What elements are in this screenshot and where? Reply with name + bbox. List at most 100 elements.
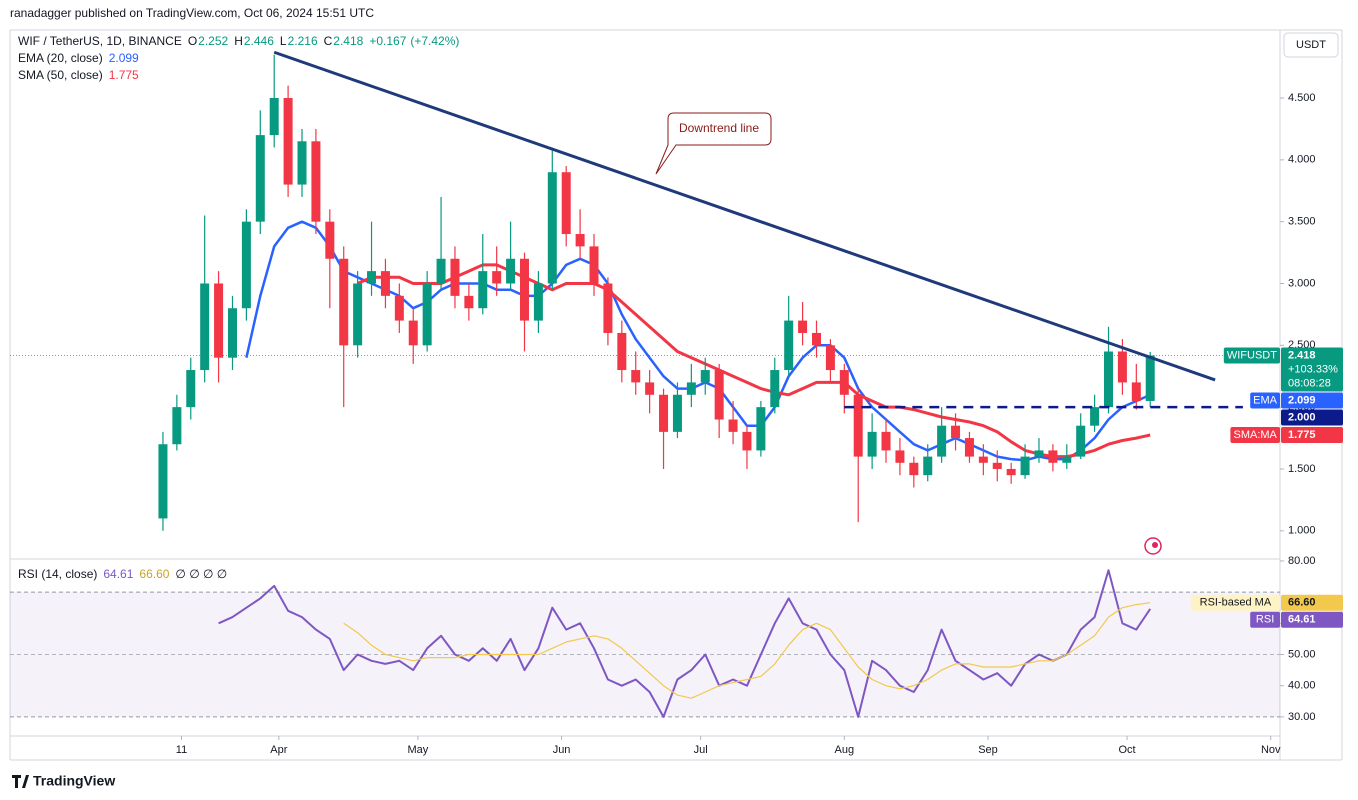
- candle-body: [1117, 351, 1127, 383]
- candle-body: [742, 431, 752, 451]
- candle-body: [714, 370, 724, 420]
- candle-body: [756, 407, 766, 451]
- candle-body: [339, 258, 349, 346]
- x-tick-label: May: [407, 744, 428, 756]
- candle-body: [533, 283, 543, 321]
- news-icon[interactable]: [1144, 537, 1162, 555]
- candle-body: [951, 425, 961, 439]
- legend: RSI (14, close) 64.61 66.60 ∅ ∅ ∅ ∅: [18, 567, 227, 581]
- legend-item: H: [234, 34, 243, 48]
- price-tag-text: 08:08:28: [1288, 377, 1331, 389]
- legend-item: +0.167: [369, 34, 406, 48]
- candle-body: [1131, 382, 1141, 401]
- legend-item: 2.446: [244, 34, 274, 48]
- logo-mark: [12, 775, 29, 788]
- x-tick-label: Jun: [553, 744, 571, 756]
- price-tag-text: 1.775: [1288, 429, 1316, 441]
- x-tick-label: Sep: [978, 744, 998, 756]
- y-tick-label: 40.00: [1288, 680, 1316, 692]
- candle-body: [561, 172, 571, 235]
- legend-item: 2.099: [109, 51, 139, 65]
- candle-body: [853, 394, 863, 457]
- candle-body: [923, 456, 933, 476]
- candle-body: [506, 258, 516, 284]
- candle-body: [978, 456, 988, 463]
- y-tick-label: 3.500: [1288, 216, 1316, 228]
- candle-body: [825, 345, 835, 371]
- candle-body: [1062, 456, 1072, 463]
- x-tick-label: Apr: [270, 744, 287, 756]
- candle-body: [700, 370, 710, 383]
- callout-text: Downtrend line: [679, 121, 759, 135]
- y-tick-label: 3.000: [1288, 277, 1316, 289]
- candle-body: [436, 258, 446, 284]
- ma-line: [245, 220, 1151, 462]
- rsi-line: [343, 602, 1151, 699]
- legend: SMA (50, close) 1.775: [18, 68, 139, 82]
- legend-item: WIF / TetherUS, 1D, BINANCE: [18, 34, 182, 48]
- candle-body: [575, 234, 585, 247]
- name-tag: [1250, 611, 1280, 628]
- legend-item: 64.61: [103, 567, 133, 581]
- candle-body: [937, 425, 947, 457]
- candle-body: [895, 450, 905, 463]
- price-tag: [1281, 347, 1343, 392]
- price-tag: [1281, 392, 1343, 409]
- legend: WIF / TetherUS, 1D, BINANCE O2.252 H2.446 L…: [18, 34, 459, 48]
- name-tag-text: RSI-based MA: [1200, 597, 1272, 609]
- legend-item: 2.216: [288, 34, 318, 48]
- name-tag-text: RSI: [1256, 614, 1274, 626]
- y-tick-label: 1.500: [1288, 463, 1316, 475]
- legend-item: ∅ ∅ ∅ ∅: [175, 567, 227, 581]
- name-tag-text: WIFUSDT: [1227, 349, 1277, 361]
- legend-item: L: [280, 34, 287, 48]
- news-icon-dot: [1152, 542, 1158, 548]
- candle-body: [631, 370, 641, 383]
- candle-body: [770, 370, 780, 408]
- candle-body: [992, 462, 1002, 469]
- candle-body: [464, 295, 474, 309]
- candle-body: [172, 407, 182, 445]
- y-tick-label: 1.000: [1288, 525, 1316, 537]
- brand: TradingView: [33, 773, 115, 789]
- y-tick-label: 4.500: [1288, 92, 1316, 104]
- candle-body: [297, 141, 307, 185]
- price-tag-text: 2.418: [1288, 349, 1316, 361]
- candle-body: [311, 141, 321, 222]
- candle-body: [1090, 407, 1100, 426]
- candle-body: [353, 283, 363, 346]
- candle-body: [1048, 450, 1058, 463]
- legend-item: SMA (50, close): [18, 68, 103, 82]
- candle-body: [1104, 351, 1114, 408]
- candle-body: [214, 283, 224, 358]
- rsi-line: [218, 569, 1152, 718]
- currency-box[interactable]: [1283, 32, 1339, 58]
- candle-body: [394, 295, 404, 321]
- candle-body: [1034, 450, 1044, 457]
- x-tick-label: Aug: [835, 744, 855, 756]
- name-tag-text: EMA: [1253, 394, 1278, 406]
- price-tag-text: 64.61: [1288, 614, 1316, 626]
- x-tick-label: Jul: [694, 744, 708, 756]
- callout-box: [655, 112, 772, 175]
- legend-item: (+7.42%): [410, 34, 459, 48]
- candle-body: [909, 462, 919, 476]
- price-tag-text: +103.33%: [1288, 363, 1338, 375]
- y-tick-label: 30.00: [1288, 711, 1316, 723]
- candle-body: [519, 258, 529, 321]
- legend-item: C: [324, 34, 333, 48]
- candle-body: [227, 308, 237, 358]
- legend-item: O: [188, 34, 197, 48]
- legend: EMA (20, close) 2.099: [18, 51, 139, 65]
- candle-body: [1076, 425, 1086, 457]
- candle-body: [798, 320, 808, 333]
- candle-body: [839, 370, 849, 395]
- candle-body: [603, 283, 613, 333]
- footer-logo: TradingView: [12, 773, 115, 789]
- candle-body: [158, 444, 168, 519]
- candle-body: [547, 172, 557, 284]
- candle-body: [492, 271, 502, 284]
- candle-body: [269, 98, 279, 136]
- legend-item: 2.418: [333, 34, 363, 48]
